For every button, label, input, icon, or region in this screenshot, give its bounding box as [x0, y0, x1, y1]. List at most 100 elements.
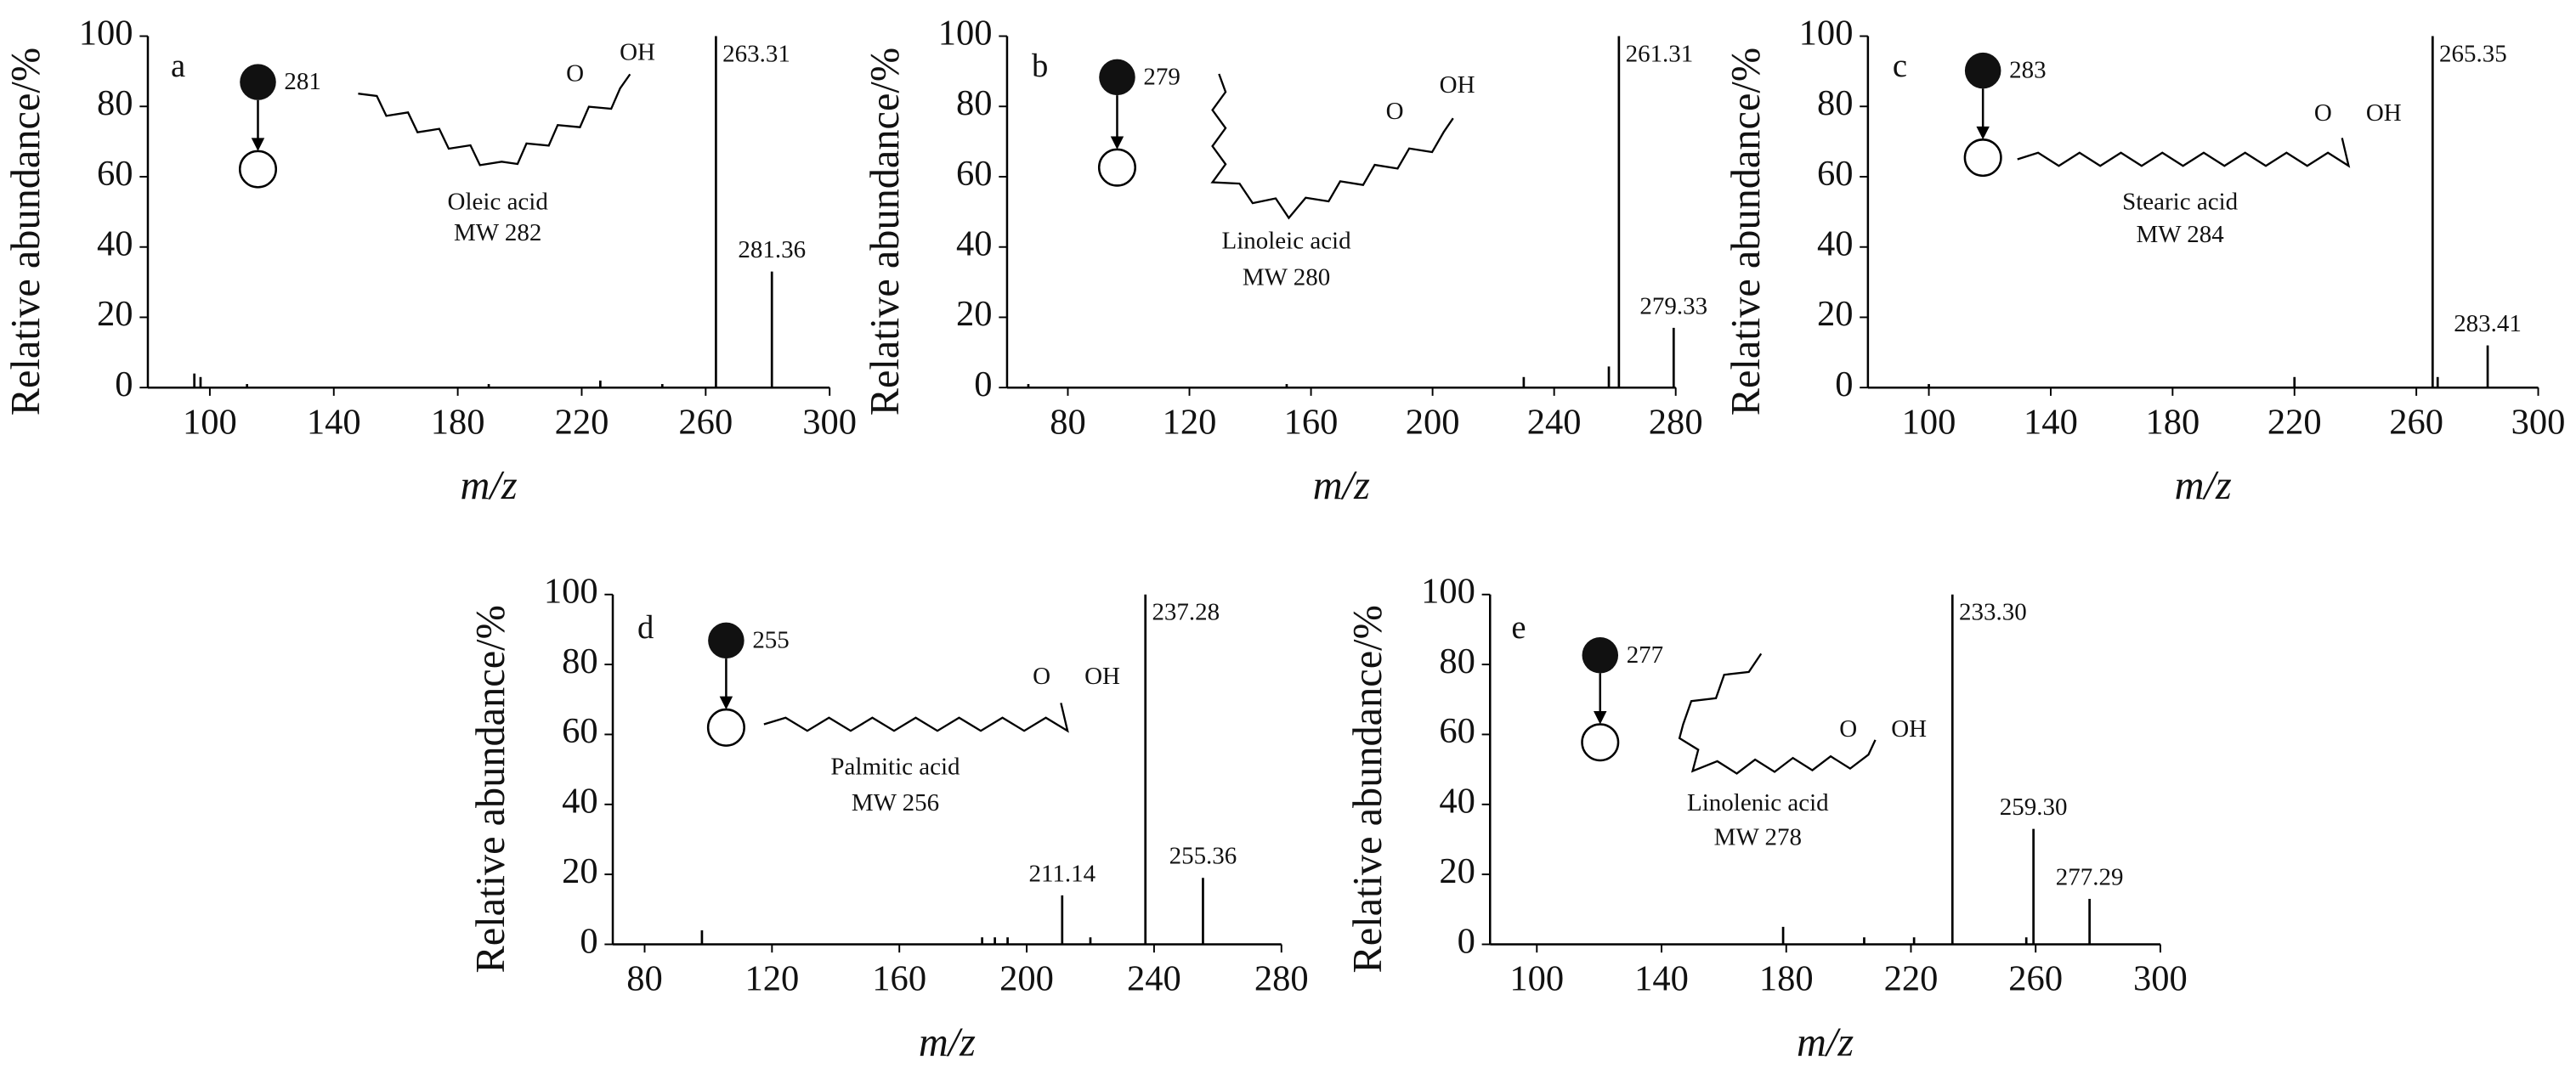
y-tick-label: 40 [1439, 782, 1475, 822]
carbonyl-o: O [1839, 715, 1857, 743]
y-tick-label: 20 [562, 851, 598, 891]
peak-label: 283.41 [2454, 310, 2522, 337]
y-tick-label: 20 [97, 294, 133, 334]
panel: 0 20 40 60 80 100 100 140 180 220 260 300 m/z Relativ… [1345, 572, 2188, 1065]
x-tick-label: 120 [1163, 402, 1217, 442]
y-tick-label: 60 [97, 154, 133, 194]
x-tick-label: 140 [307, 402, 361, 442]
fatty-acid-chain [763, 703, 1069, 733]
panel-label: d [637, 610, 654, 646]
hydroxyl: OH [1084, 663, 1120, 690]
y-tick-label: 100 [79, 13, 133, 53]
precursor-mz: 281 [284, 68, 320, 95]
peak-label: 279.33 [1639, 292, 1707, 319]
x-tick-label: 80 [626, 959, 663, 999]
peak-label: 277.29 [2056, 863, 2124, 890]
x-tick-label: 300 [802, 402, 857, 442]
x-tick-label: 300 [2133, 959, 2188, 999]
x-tick-label: 260 [2008, 959, 2063, 999]
precursor-ion [708, 622, 744, 659]
molecular-weight: MW 256 [852, 789, 939, 816]
x-axis-label: m/z [1797, 1020, 1854, 1065]
product-ion [706, 708, 745, 747]
peak-label: 233.30 [1959, 599, 2027, 626]
product-ion [238, 150, 278, 189]
x-tick-label: 100 [1902, 402, 1956, 442]
arrow-head [1594, 711, 1607, 725]
y-axis-label: Relative abundance/% [1724, 48, 1769, 415]
panel: 0 20 40 60 80 100 80 120 160 200 240 280 m/z Relative… [863, 13, 1707, 508]
x-tick-label: 140 [1634, 959, 1689, 999]
precursor-ion [1582, 637, 1619, 674]
peak-label: 255.36 [1169, 843, 1237, 870]
x-tick-label: 200 [1406, 402, 1460, 442]
arrow-head [1976, 126, 1990, 140]
y-tick-label: 20 [1817, 294, 1854, 334]
peak-label: 265.35 [2439, 40, 2507, 67]
y-tick-label: 0 [974, 364, 992, 404]
panel-label: e [1511, 610, 1526, 646]
y-tick-label: 60 [1439, 711, 1475, 751]
compound-name: Oleic acid [448, 188, 549, 215]
panel-label: b [1032, 48, 1048, 84]
y-tick-label: 60 [1817, 154, 1854, 194]
x-axis-label: m/z [919, 1020, 976, 1065]
precursor-mz: 283 [2009, 57, 2046, 84]
y-tick-label: 80 [97, 83, 133, 123]
panel: 0 20 40 60 80 100 100 140 180 220 260 300 m/z Relativ… [1724, 13, 2566, 508]
compound-name: Stearic acid [2122, 188, 2238, 215]
y-tick-label: 40 [1817, 223, 1854, 263]
y-tick-label: 40 [97, 223, 133, 263]
y-tick-label: 0 [1835, 364, 1853, 404]
y-tick-label: 80 [1817, 83, 1854, 123]
x-tick-label: 220 [1884, 959, 1939, 999]
precursor-ion [1099, 59, 1135, 96]
x-tick-label: 280 [1254, 959, 1309, 999]
x-tick-label: 280 [1649, 402, 1703, 442]
y-tick-label: 60 [562, 711, 598, 751]
x-tick-label: 180 [2145, 402, 2200, 442]
y-tick-label: 20 [1439, 851, 1475, 891]
precursor-mz: 255 [752, 626, 789, 653]
product-ion [1581, 723, 1620, 762]
y-tick-label: 60 [956, 154, 993, 194]
hydroxyl: OH [620, 38, 655, 65]
panel: 0 20 40 60 80 100 100 140 180 220 260 300 m/z Relativ… [3, 13, 857, 508]
product-ion [1097, 148, 1136, 187]
y-axis-label: Relative abundance/% [863, 48, 908, 415]
precursor-ion [1964, 52, 2001, 89]
x-tick-label: 220 [555, 402, 609, 442]
x-tick-label: 300 [2511, 402, 2566, 442]
x-tick-label: 100 [1509, 959, 1564, 999]
carbonyl-o: O [2314, 99, 2332, 127]
y-tick-label: 0 [115, 364, 133, 404]
y-axis-label: Relative abundance/% [468, 605, 513, 973]
peak-label: 211.14 [1028, 860, 1096, 887]
y-tick-label: 0 [580, 921, 597, 961]
molecular-weight: MW 280 [1243, 263, 1330, 291]
x-tick-label: 220 [2267, 402, 2322, 442]
compound-name: Palmitic acid [830, 753, 960, 780]
x-tick-label: 180 [431, 402, 485, 442]
precursor-mz: 277 [1627, 641, 1663, 669]
y-tick-label: 80 [956, 83, 993, 123]
compound-name: Linolenic acid [1687, 789, 1829, 816]
y-tick-label: 20 [956, 294, 993, 334]
fatty-acid-chain [1210, 73, 1454, 220]
hydroxyl: OH [1440, 71, 1475, 99]
y-tick-label: 80 [562, 641, 598, 681]
peak-label: 259.30 [2000, 794, 2068, 821]
fatty-acid-chain [2017, 138, 2351, 168]
product-ion [1963, 138, 2002, 178]
fatty-acid-chain [1678, 652, 1877, 775]
x-axis-label: m/z [1313, 463, 1370, 508]
hydroxyl: OH [1891, 715, 1927, 743]
x-tick-label: 140 [2024, 402, 2078, 442]
hydroxyl: OH [2366, 99, 2402, 127]
y-tick-label: 100 [1799, 13, 1854, 53]
peak-label: 281.36 [738, 236, 806, 263]
arrow-head [1110, 136, 1124, 150]
x-tick-label: 120 [744, 959, 799, 999]
